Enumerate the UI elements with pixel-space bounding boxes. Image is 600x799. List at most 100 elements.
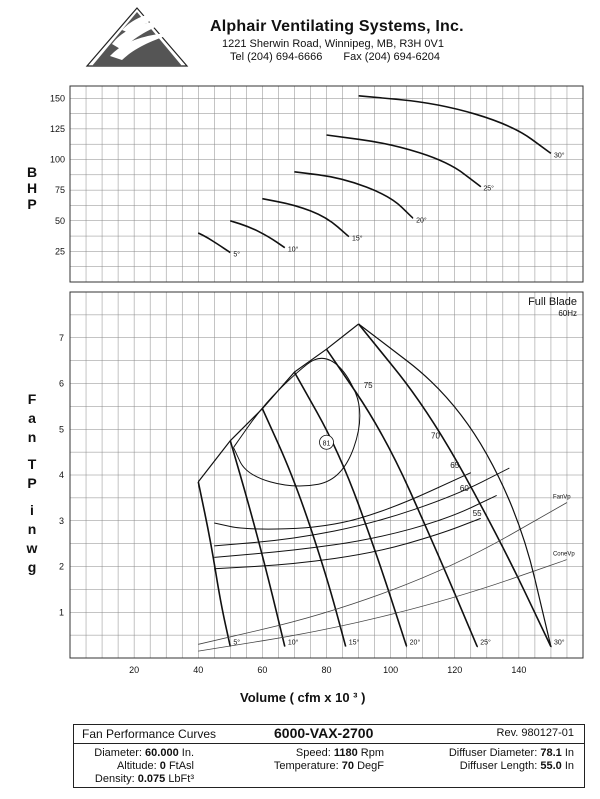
- temperature-unit: DegF: [357, 760, 384, 772]
- spec-col-1: Diameter: 60.000 In. Altitude: 0 FtAsl D…: [74, 747, 194, 786]
- chart-title: Full Blade: [528, 296, 577, 308]
- diffuser-diameter-value: 78.1: [540, 747, 562, 759]
- density-label: Density:: [94, 773, 135, 785]
- tp-tick-label: 7: [59, 333, 64, 343]
- chart-labels: 25 50 75 100 125 150 1 2 3 4 5 6 7 20 40 60 80 100 120 140 F…: [50, 93, 577, 675]
- vp-curve-label: FanVp: [553, 494, 571, 500]
- spec-col-3: Diffuser Diameter: 78.1 In Diffuser Leng…: [404, 747, 574, 773]
- bhp-letter-b: B: [26, 164, 38, 180]
- diffuser-length-label: Diffuser Length:: [459, 760, 538, 772]
- ylab-letter: w: [26, 540, 38, 556]
- chart-series: [197, 95, 568, 652]
- vp-curve-line: [198, 559, 568, 652]
- ylab-letter: a: [28, 410, 36, 426]
- x-tick-label: 140: [511, 665, 526, 675]
- tp-curve-label: 30°: [554, 639, 565, 647]
- bhp-curve-line: [294, 171, 414, 220]
- footer-title: Fan Performance Curves: [82, 727, 217, 741]
- bhp-tick-label: 25: [55, 246, 65, 256]
- bhp-curve-line: [197, 232, 231, 254]
- revision: Rev. 980127-01: [496, 727, 574, 739]
- bhp-curve-line: [230, 220, 286, 249]
- tp-curve-label: 20°: [410, 639, 421, 647]
- envelope-line: [358, 323, 552, 647]
- tp-curve-label: 5°: [233, 639, 240, 647]
- company-address: 1221 Sherwin Road, Winnipeg, MB, R3H 0V1: [222, 38, 444, 50]
- temperature-label: Temperature:: [273, 760, 339, 772]
- ylab-letter: n: [27, 429, 37, 445]
- tp-curve-line: [229, 440, 286, 647]
- tp-curve-line: [357, 323, 552, 648]
- company-logo: [85, 7, 189, 67]
- tp-tick-label: 2: [59, 562, 64, 572]
- tp-tick-label: 1: [59, 607, 64, 617]
- bhp-curve-label: 5°: [233, 251, 240, 259]
- spec-col-2: Speed: 1180 Rpm Temperature: 70 DegF: [224, 747, 384, 773]
- ylab-letter: n: [27, 521, 37, 537]
- altitude-unit: FtAsl: [168, 760, 194, 772]
- density-unit: LbFt³: [168, 773, 194, 785]
- efficiency-label: 60: [460, 484, 469, 493]
- x-tick-label: 100: [383, 665, 398, 675]
- x-tick-label: 80: [321, 665, 331, 675]
- fax-number: Fax (204) 694-6204: [343, 51, 441, 63]
- vp-curve-line: [198, 502, 568, 645]
- diameter-label: Diameter:: [94, 747, 142, 759]
- efficiency-label: 65: [450, 461, 459, 470]
- temperature-value: 70: [341, 760, 355, 772]
- vp-curve-label: ConeVp: [553, 552, 575, 558]
- efficiency-contour: [214, 472, 472, 530]
- diameter-value: 60.000: [145, 747, 179, 759]
- speed-value: 1180: [333, 747, 358, 759]
- tp-curve-line: [293, 371, 408, 648]
- chart-subtitle: 60Hz: [558, 309, 577, 318]
- ylab-letter: F: [27, 391, 37, 407]
- bhp-tick-label: 75: [55, 185, 65, 195]
- bhp-curve-label: 10°: [288, 246, 299, 254]
- fan-tp-axis-label: F a n T P i n w g: [22, 390, 42, 577]
- density-value: 0.075: [137, 773, 166, 785]
- bhp-curve-line: [326, 134, 482, 188]
- bhp-tick-label: 150: [50, 93, 65, 103]
- bhp-letter-h: H: [26, 180, 38, 196]
- tp-plot-frame: [69, 291, 584, 659]
- efficiency-label: 81: [323, 440, 331, 447]
- efficiency-contour: [214, 518, 481, 570]
- tp-curve-line: [325, 348, 479, 648]
- footer-title-row: Fan Performance Curves 6000-VAX-2700 Rev…: [74, 725, 584, 744]
- bhp-axis-label: B H P: [22, 164, 42, 212]
- x-tick-label: 40: [193, 665, 203, 675]
- x-axis-label: Volume ( cfm x 10 ³ ): [240, 690, 366, 705]
- chart-axes: [69, 85, 584, 659]
- tp-curve-label: 25°: [480, 639, 491, 647]
- header: Alphair Ventilating Systems, Inc. 1221 S…: [0, 0, 600, 80]
- company-name: Alphair Ventilating Systems, Inc.: [210, 18, 464, 35]
- bhp-tick-label: 50: [55, 216, 65, 226]
- diffuser-diameter-label: Diffuser Diameter:: [448, 747, 538, 759]
- speed-unit: Rpm: [360, 747, 384, 759]
- tp-curve-label: 10°: [288, 639, 299, 647]
- diffuser-length-value: 55.0: [540, 760, 562, 772]
- tp-tick-label: 4: [59, 470, 64, 480]
- x-tick-label: 60: [257, 665, 267, 675]
- efficiency-label: 75: [364, 381, 373, 390]
- tp-curve-line: [197, 481, 232, 647]
- chart-grid: [69, 86, 584, 659]
- efficiency-label: 70: [431, 431, 440, 440]
- model-number: 6000-VAX-2700: [274, 725, 374, 741]
- bhp-curve-label: 20°: [416, 216, 427, 224]
- x-tick-label: 120: [447, 665, 462, 675]
- diffuser-length-unit: In: [564, 760, 574, 772]
- spec-footer: Fan Performance Curves 6000-VAX-2700 Rev…: [73, 724, 585, 788]
- tp-tick-label: 3: [59, 516, 64, 526]
- bhp-curve-line: [358, 95, 552, 155]
- ylab-letter: P: [27, 475, 37, 491]
- diffuser-diameter-unit: In: [564, 747, 574, 759]
- speed-label: Speed:: [295, 747, 331, 759]
- tp-curve-label: 15°: [349, 639, 360, 647]
- bhp-tick-label: 125: [50, 124, 65, 134]
- tp-tick-label: 6: [59, 379, 64, 389]
- bhp-tick-label: 100: [50, 155, 65, 165]
- bhp-curve-line: [262, 197, 350, 238]
